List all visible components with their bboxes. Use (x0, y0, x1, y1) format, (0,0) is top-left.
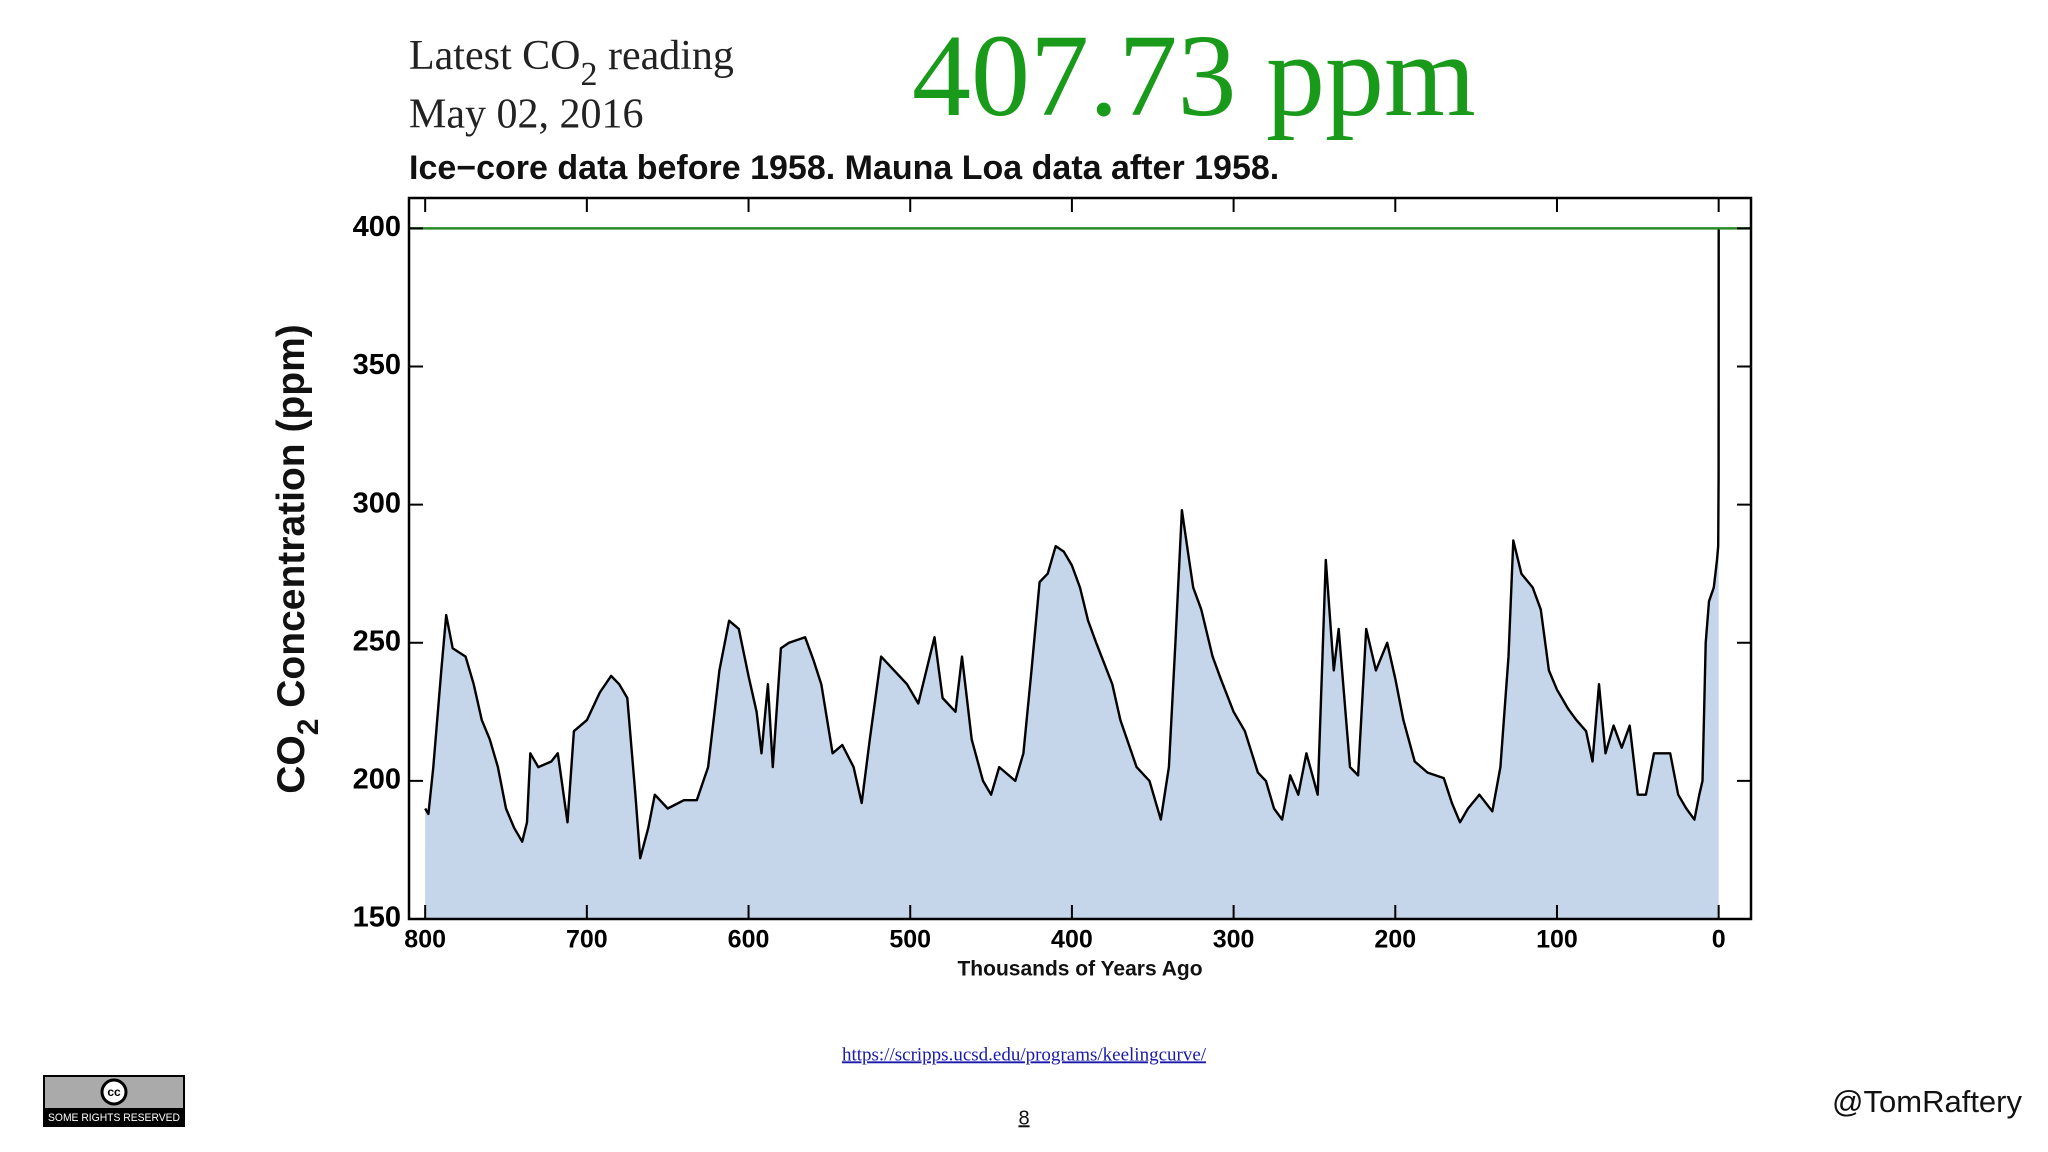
data-line (424, 228, 1720, 860)
reading-date: May 02, 2016 (409, 92, 644, 138)
y-tick-label: 150 (353, 902, 401, 934)
badge-icon: cc (107, 1085, 121, 1099)
y-axis-label: CO2 Concentration (ppm) (270, 324, 325, 794)
y-tick-label: 250 (353, 625, 401, 657)
cc-badge: cc SOME RIGHTS RESERVED (43, 1075, 185, 1127)
x-axis-label: Thousands of Years Ago (957, 958, 1202, 981)
x-tick-label: 800 (404, 926, 446, 954)
author: @TomRaftery (1832, 1084, 2022, 1119)
x-tick-label: 300 (1213, 926, 1255, 954)
x-tick-label: 100 (1536, 926, 1578, 954)
x-tick-label: 0 (1712, 926, 1726, 954)
badge-strip (44, 1108, 184, 1126)
plot-frame (407, 196, 1753, 921)
plot: 150 200 250 300 350 400 800 700 600 500 400 300 200 1… (353, 196, 1753, 954)
reading-label-prefix: Latest CO (409, 33, 580, 79)
source-link[interactable]: https://scripps.ucsd.edu/programs/keelin… (842, 1044, 1207, 1065)
y-label-subscript: 2 (292, 719, 325, 736)
x-tick-label: 500 (889, 926, 931, 954)
y-label-prefix: CO (270, 735, 313, 794)
area-fill (425, 228, 1719, 919)
x-tick-label: 400 (1051, 926, 1093, 954)
chart-subtitle: Ice−core data before 1958. Mauna Loa dat… (409, 149, 1279, 187)
y-tick-label: 350 (353, 349, 401, 381)
page-number: 8 (1018, 1107, 1029, 1129)
reading-label: Latest CO2 reading (409, 33, 734, 93)
y-tick-label: 300 (353, 487, 401, 519)
y-tick-label: 400 (353, 211, 401, 243)
x-tick-label: 700 (566, 926, 608, 954)
x-tick-label: 200 (1374, 926, 1416, 954)
x-tick-label: 600 (728, 926, 770, 954)
reading-label-subscript: 2 (580, 56, 597, 93)
badge-text: SOME RIGHTS RESERVED (48, 1112, 180, 1124)
reading-label-suffix: reading (597, 33, 733, 79)
badge-circle (100, 1078, 128, 1106)
reading-value: 407.73 ppm (912, 10, 1476, 141)
y-tick-label: 200 (353, 764, 401, 796)
y-label-suffix: Concentration (ppm) (270, 324, 313, 718)
